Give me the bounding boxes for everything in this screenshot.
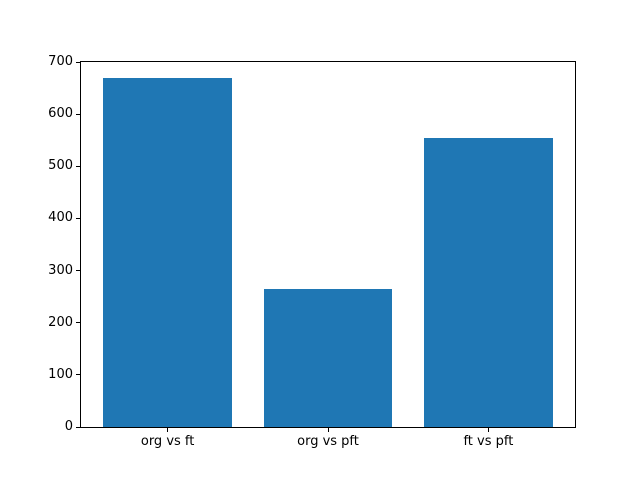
y-tick-label: 300 [48,262,73,278]
y-tick-mark [76,322,80,324]
y-tick-label: 500 [48,158,73,174]
x-tick-label: ft vs pft [463,434,514,449]
y-tick-label: 200 [48,314,73,330]
y-tick-mark [76,270,80,272]
bar-org-vs-pft [263,288,393,427]
x-tick-mark [327,428,329,432]
x-tick-mark [167,428,169,432]
y-tick-label: 100 [48,366,73,382]
y-tick-mark [76,113,80,115]
bar-ft-vs-pft [424,138,553,427]
y-tick-label: 0 [64,419,73,434]
y-tick-mark [76,426,80,428]
y-tick-mark [76,217,80,219]
y-tick-label: 600 [48,106,73,122]
y-tick-mark [76,61,80,63]
x-tick-mark [487,428,489,432]
y-tick-mark [76,165,80,167]
plot-area: 0 100 200 300 400 500 600 700 org vs ft org vs pf… [48,54,576,449]
y-tick-label: 700 [48,54,73,69]
y-tick-label: 400 [48,210,73,226]
y-tick-mark [76,374,80,376]
x-tick-label: org vs pft [297,434,359,449]
x-tick-label: org vs ft [140,434,195,449]
bar-org-vs-ft [103,77,232,427]
